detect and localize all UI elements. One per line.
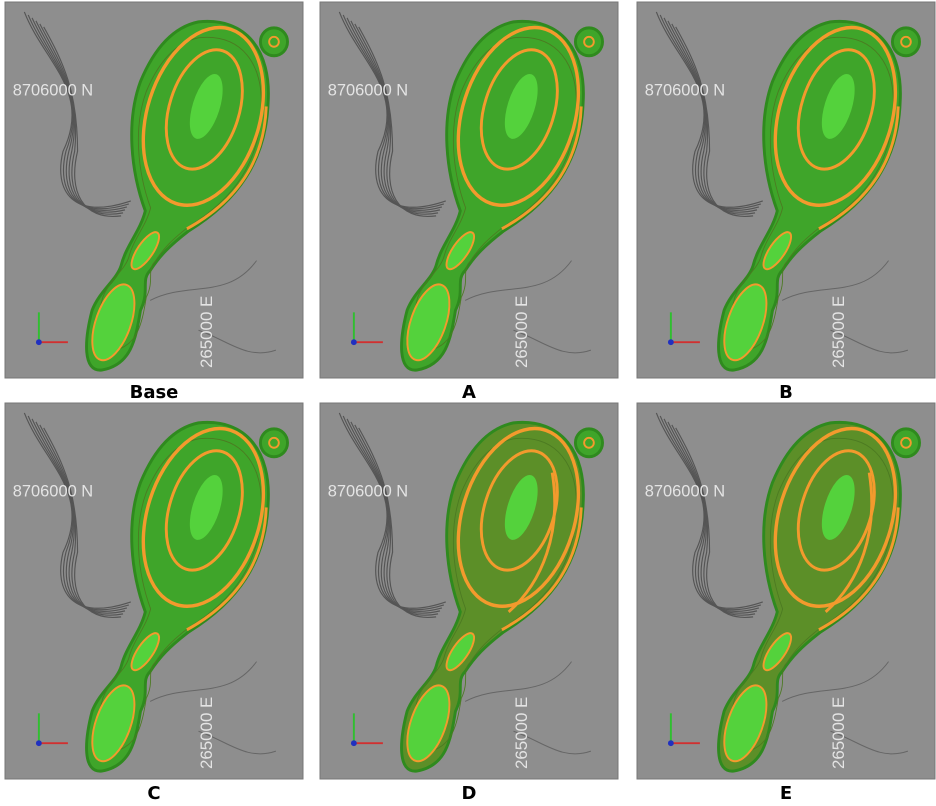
easting-label: 265000 E — [829, 697, 848, 769]
easting-label: 265000 E — [197, 697, 216, 769]
panel-label: B — [779, 382, 793, 403]
northing-label: 8706000 N — [645, 80, 725, 99]
panel-label: D — [462, 783, 477, 804]
northing-label: 8706000 N — [645, 481, 725, 500]
satellite-pit — [892, 28, 919, 56]
map-panel: 8706000 N 265000 E — [637, 2, 935, 378]
satellite-pit — [575, 28, 602, 56]
panel-label: C — [147, 783, 160, 804]
axis-origin — [36, 339, 42, 345]
easting-label: 265000 E — [197, 296, 216, 368]
northing-label: 8706000 N — [328, 80, 408, 99]
map-panel: 8706000 N 265000 E — [637, 403, 935, 779]
easting-label: 265000 E — [829, 296, 848, 368]
map-panel: 8706000 N 265000 E — [5, 403, 303, 779]
axis-origin — [351, 339, 357, 345]
northing-label: 8706000 N — [13, 481, 93, 500]
map-panel: 8706000 N 265000 E — [320, 2, 618, 378]
axis-origin — [36, 740, 42, 746]
northing-label: 8706000 N — [13, 80, 93, 99]
panel-label: A — [462, 382, 476, 403]
panel-label: Base — [130, 382, 179, 403]
map-panel: 8706000 N 265000 E — [5, 2, 303, 378]
axis-origin — [351, 740, 357, 746]
figure: 8706000 N265000 EBase8706000 N265000 EA8… — [0, 0, 936, 806]
panel-label: E — [780, 783, 792, 804]
map-panel: 8706000 N 265000 E — [320, 403, 618, 779]
northing-label: 8706000 N — [328, 481, 408, 500]
satellite-pit — [260, 429, 287, 457]
axis-origin — [668, 339, 674, 345]
easting-label: 265000 E — [512, 296, 531, 368]
satellite-pit — [575, 429, 602, 457]
axis-origin — [668, 740, 674, 746]
satellite-pit — [892, 429, 919, 457]
satellite-pit — [260, 28, 287, 56]
easting-label: 265000 E — [512, 697, 531, 769]
